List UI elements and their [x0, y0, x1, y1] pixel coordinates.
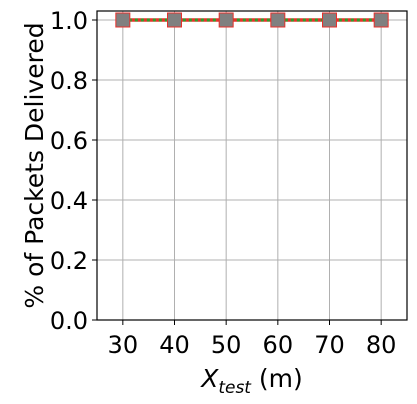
x-tick-label: 80 [366, 331, 397, 359]
y-axis-ticks: 0.0 0.2 0.4 0.6 0.8 1.0 [50, 7, 97, 335]
y-tick-label: 0.6 [50, 127, 88, 155]
series-2-point [219, 13, 233, 27]
series-2-point [323, 13, 336, 27]
x-tick-label: 70 [314, 331, 345, 359]
x-tick-label: 30 [108, 331, 139, 359]
y-axis-label: % of Packets Delivered [20, 22, 49, 308]
y-tick-label: 1.0 [50, 7, 88, 35]
x-axis-ticks: 30 40 50 60 70 80 [108, 320, 397, 359]
x-tick-label: 40 [159, 331, 190, 359]
series-2-point [116, 13, 130, 27]
y-tick-label: 0.2 [50, 247, 88, 275]
x-tick-label: 60 [263, 331, 294, 359]
grid [97, 11, 407, 321]
series-layer [115, 12, 389, 28]
x-axis-label-subscript: test [218, 378, 252, 398]
x-axis-label: Xtest (m) [199, 364, 303, 398]
x-tick-label: 50 [211, 331, 242, 359]
series-2-point [271, 13, 285, 27]
series-2-point [374, 13, 388, 27]
y-tick-label: 0.0 [50, 307, 88, 335]
x-axis-label-unit: (m) [251, 364, 303, 393]
plot-frame [96, 10, 408, 321]
y-tick-label: 0.4 [50, 187, 88, 215]
x-axis-label-main: X [199, 364, 219, 393]
y-tick-label: 0.8 [50, 67, 88, 95]
series-2-point [168, 13, 181, 27]
